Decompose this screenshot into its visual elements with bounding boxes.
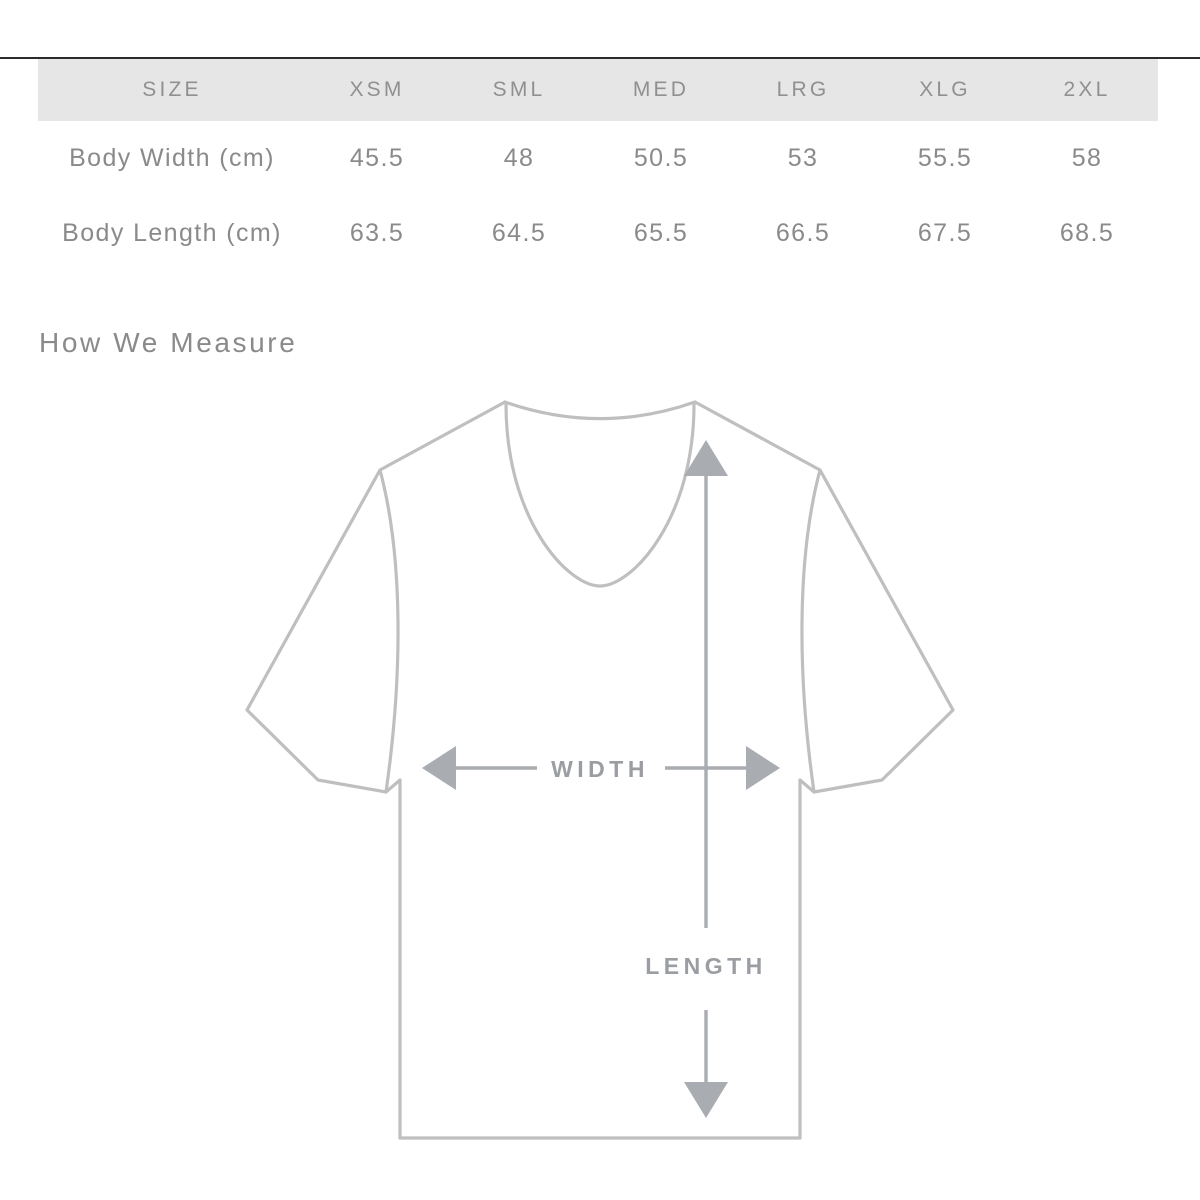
cell-body-width-lrg: 53 <box>787 144 819 172</box>
width-measure-arrow <box>422 746 780 790</box>
column-header-xlg: XLG <box>919 78 971 101</box>
length-measure-arrow <box>684 440 728 1118</box>
column-header-med: MED <box>632 78 690 101</box>
column-header-2xl: 2XL <box>1063 78 1111 101</box>
measurement-diagram: WIDTH LENGTH <box>0 380 1200 1170</box>
table-row: Body Length (cm) 63.5 64.5 65.5 66.5 67.… <box>38 196 1158 271</box>
cell-body-width-sml: 48 <box>503 144 535 172</box>
cell-body-length-2xl: 68.5 <box>1059 219 1115 247</box>
top-divider <box>0 57 1200 59</box>
tshirt-diagram-svg: WIDTH LENGTH <box>245 400 955 1140</box>
size-table: SIZE XSM SML MED LRG XLG 2XL Body Width … <box>38 59 1158 271</box>
cell-body-width-xsm: 45.5 <box>349 144 405 172</box>
column-header-sml: SML <box>492 78 546 101</box>
cell-body-length-med: 65.5 <box>633 219 689 247</box>
row-label-body-width: Body Width (cm) <box>69 144 275 172</box>
table-header-row: SIZE XSM SML MED LRG XLG 2XL <box>38 59 1158 121</box>
cell-body-width-xlg: 55.5 <box>917 144 973 172</box>
cell-body-length-sml: 64.5 <box>491 219 547 247</box>
cell-body-width-2xl: 58 <box>1071 144 1103 172</box>
column-header-size: SIZE <box>142 78 202 101</box>
cell-body-length-xlg: 67.5 <box>917 219 973 247</box>
length-label: LENGTH <box>645 953 767 979</box>
width-label: WIDTH <box>551 756 649 782</box>
how-we-measure-title: How We Measure <box>39 327 298 358</box>
tshirt-outline-icon <box>245 400 955 1140</box>
column-header-lrg: LRG <box>776 78 830 101</box>
cell-body-length-xsm: 63.5 <box>349 219 405 247</box>
cell-body-length-lrg: 66.5 <box>775 219 831 247</box>
row-label-body-length: Body Length (cm) <box>62 219 282 247</box>
column-header-xsm: XSM <box>349 78 405 101</box>
table-row: Body Width (cm) 45.5 48 50.5 53 55.5 58 <box>38 121 1158 196</box>
cell-body-width-med: 50.5 <box>633 144 689 172</box>
